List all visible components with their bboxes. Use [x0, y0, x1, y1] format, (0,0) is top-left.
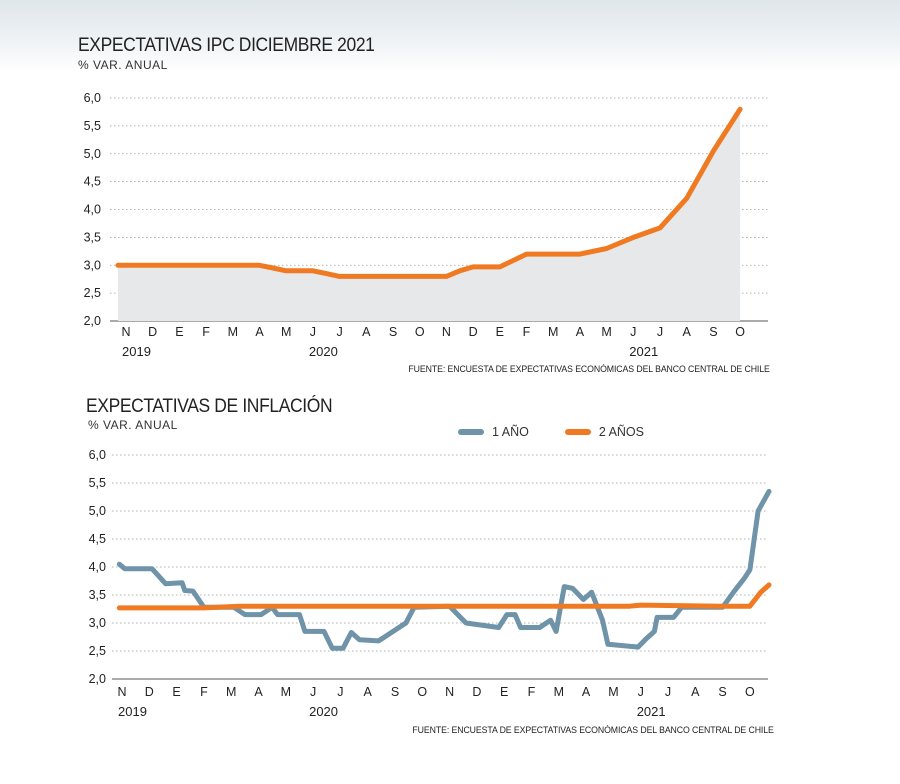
chart2-legend: 1 AÑO 2 AÑOS: [458, 425, 644, 439]
x-tick-label: A: [582, 685, 591, 699]
x-tick-label: E: [172, 685, 180, 699]
x-tick-label: F: [200, 685, 208, 699]
chart2-source: FUENTE: ENCUESTA DE EXPECTATIVAS ECONÓMI…: [412, 725, 774, 736]
chart2-subtitle: % VAR. ANUAL: [88, 418, 178, 432]
x-tick-label: E: [496, 325, 504, 339]
x-tick-label: M: [548, 325, 558, 339]
x-tick-label: J: [310, 325, 316, 339]
x-tick-label: M: [281, 325, 291, 339]
year-label: 2021: [637, 704, 666, 719]
x-tick-label: J: [630, 325, 636, 339]
x-tick-label: A: [364, 685, 373, 699]
x-tick-label: F: [528, 685, 536, 699]
chart1-title: EXPECTATIVAS IPC DICIEMBRE 2021: [78, 35, 375, 56]
y-tick-label: 3,0: [84, 258, 101, 272]
x-tick-label: N: [442, 325, 451, 339]
year-label: 2019: [122, 344, 151, 359]
year-label: 2021: [629, 344, 658, 359]
y-tick-label: 2,0: [89, 672, 106, 686]
x-tick-label: F: [523, 325, 531, 339]
x-tick-label: M: [608, 685, 618, 699]
x-tick-label: N: [117, 685, 126, 699]
x-tick-label: N: [121, 325, 130, 339]
x-tick-label: A: [255, 325, 264, 339]
x-tick-label: D: [472, 685, 481, 699]
x-tick-label: J: [657, 325, 663, 339]
x-tick-label: D: [469, 325, 478, 339]
y-tick-label: 3,5: [89, 588, 106, 602]
x-tick-label: M: [228, 325, 238, 339]
x-tick-label: A: [254, 685, 263, 699]
chart2-title: EXPECTATIVAS DE INFLACIÓN: [86, 396, 333, 417]
y-tick-label: 3,5: [84, 230, 101, 244]
y-tick-label: 2,5: [89, 644, 106, 658]
x-tick-label: A: [576, 325, 585, 339]
x-tick-label: M: [601, 325, 611, 339]
x-tick-label: M: [281, 685, 291, 699]
x-tick-label: D: [145, 685, 154, 699]
x-tick-label: J: [665, 685, 671, 699]
x-tick-label: A: [683, 325, 692, 339]
y-tick-label: 5,5: [84, 119, 101, 133]
x-tick-label: N: [445, 685, 454, 699]
year-label: 2020: [309, 344, 338, 359]
x-tick-label: J: [336, 325, 342, 339]
y-tick-label: 4,5: [84, 175, 101, 189]
series-area: [118, 109, 741, 321]
x-tick-label: S: [391, 685, 399, 699]
x-tick-label: F: [202, 325, 210, 339]
year-label: 2020: [309, 704, 338, 719]
y-tick-label: 5,5: [89, 476, 106, 490]
y-tick-label: 6,0: [84, 91, 101, 105]
x-tick-label: E: [500, 685, 508, 699]
x-tick-label: S: [389, 325, 397, 339]
legend-label-1-ano: 1 AÑO: [492, 425, 529, 439]
x-tick-label: M: [554, 685, 564, 699]
y-tick-label: 2,0: [84, 314, 101, 328]
y-tick-label: 4,5: [89, 532, 106, 546]
series-line-2-anos: [116, 582, 772, 611]
chart1-source: FUENTE: ENCUESTA DE EXPECTATIVAS ECONÓMI…: [408, 364, 770, 375]
x-tick-label: O: [417, 685, 427, 699]
x-tick-label: O: [415, 325, 425, 339]
x-tick-label: E: [175, 325, 183, 339]
y-tick-label: 5,0: [84, 147, 101, 161]
x-tick-label: O: [745, 685, 755, 699]
y-tick-label: 6,0: [89, 448, 106, 462]
year-label: 2019: [118, 704, 147, 719]
legend-label-2-anos: 2 AÑOS: [598, 425, 644, 439]
y-tick-label: 4,0: [89, 560, 106, 574]
y-tick-label: 2,5: [84, 286, 101, 300]
x-tick-label: J: [337, 685, 343, 699]
x-tick-label: D: [148, 325, 157, 339]
header-band: [0, 0, 900, 72]
y-tick-label: 5,0: [89, 504, 106, 518]
x-tick-label: J: [310, 685, 316, 699]
legend-swatch-2-anos: [564, 429, 591, 435]
x-tick-label: O: [735, 325, 745, 339]
x-tick-label: S: [709, 325, 717, 339]
y-tick-label: 4,0: [84, 203, 101, 217]
legend-swatch-1-ano: [458, 429, 484, 435]
x-tick-label: A: [691, 685, 700, 699]
series-line-ipc: [115, 106, 743, 279]
x-tick-label: J: [638, 685, 644, 699]
x-tick-label: S: [718, 685, 726, 699]
legend-item-1-ano: 1 AÑO: [458, 425, 529, 439]
y-tick-label: 3,0: [89, 616, 106, 630]
chart1-subtitle: % VAR. ANUAL: [78, 58, 168, 72]
series-line-1-ano: [116, 488, 772, 651]
legend-item-2-anos: 2 AÑOS: [564, 425, 644, 439]
chart1-plot: 6,0 5,5 5,0 4,5 4,0 3,5 3,0 2,5 2,0 N D E F M A M J J A S O N…: [84, 91, 768, 359]
x-tick-label: M: [226, 685, 236, 699]
x-tick-label: A: [362, 325, 371, 339]
